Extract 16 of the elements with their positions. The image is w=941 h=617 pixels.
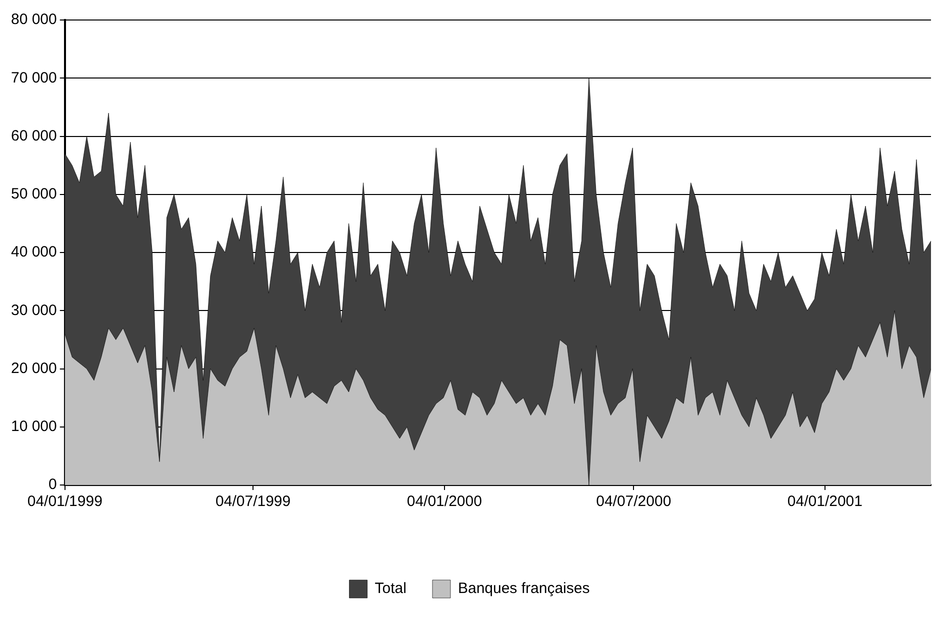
x-tick-label: 04/01/1999 xyxy=(27,493,102,510)
legend-label: Banques françaises xyxy=(458,580,590,598)
x-tick-label: 04/07/2000 xyxy=(596,493,672,510)
x-tick-label: 04/01/2001 xyxy=(787,493,862,510)
y-tick-label: 40 000 xyxy=(10,244,57,261)
x-tick-label: 04/01/2000 xyxy=(406,493,482,510)
y-tick-label: 60 000 xyxy=(10,127,57,144)
y-tick-label: 10 000 xyxy=(10,418,57,436)
legend-label: Total xyxy=(374,580,406,598)
y-tick-label: 0 xyxy=(48,476,57,494)
x-tick-label: 04/07/1999 xyxy=(216,493,291,510)
y-tick-label: 30 000 xyxy=(10,302,57,319)
y-tick-label: 50 000 xyxy=(10,186,57,203)
y-tick-label: 70 000 xyxy=(10,69,57,86)
y-tick-label: 80 000 xyxy=(10,11,57,28)
y-tick-label: 20 000 xyxy=(10,360,57,377)
